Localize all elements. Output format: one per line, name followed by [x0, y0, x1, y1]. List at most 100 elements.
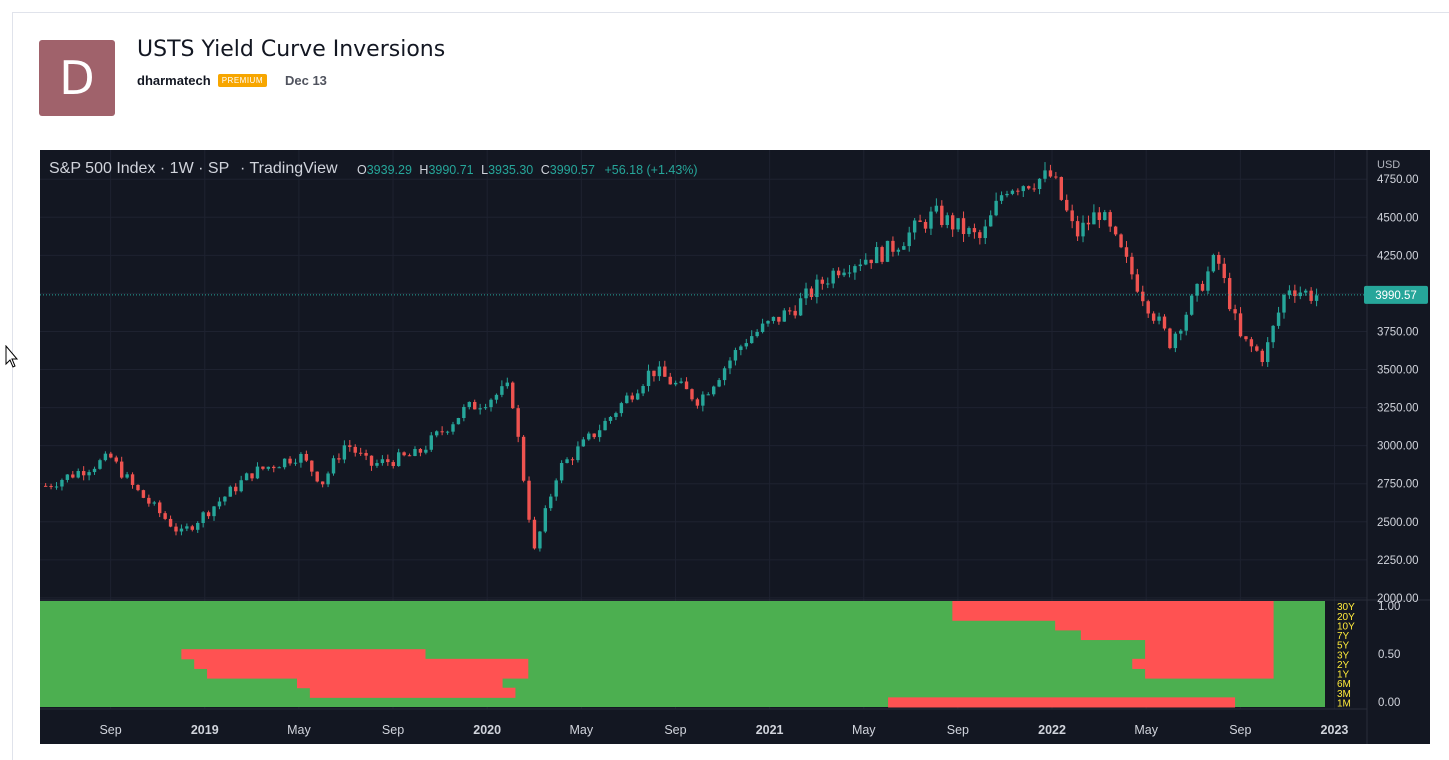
candle-body [1200, 283, 1205, 291]
candle-body [744, 343, 748, 347]
candle-body [521, 436, 526, 481]
candle-body [483, 407, 488, 409]
candle-body [999, 195, 1004, 201]
candle-body [391, 462, 395, 467]
candle-body [836, 270, 841, 276]
candle-body [559, 462, 564, 481]
chart-legend[interactable]: S&P 500 Index · 1W · SP · TradingView O3… [49, 160, 698, 177]
idea-title[interactable]: USTS Yield Curve Inversions [137, 37, 446, 62]
candle-body [929, 211, 933, 229]
candle-body [304, 453, 309, 461]
candle-body [158, 502, 162, 514]
candle-body [1309, 290, 1313, 301]
heatmap-row-label: 7Y [1337, 631, 1350, 642]
price-tick-label: 2750.00 [1377, 479, 1419, 491]
candle-body [831, 270, 835, 284]
candle-body [809, 288, 814, 298]
candle-body [119, 461, 124, 478]
candle-body [565, 459, 569, 463]
candle-body [608, 416, 613, 421]
candle-body [141, 490, 146, 498]
chart-canvas[interactable]: 4750.004500.004250.004000.003750.003500.… [40, 150, 1430, 744]
candle-body [777, 316, 781, 322]
candle-body [950, 215, 955, 230]
candle-body [196, 522, 200, 530]
candle-body [478, 408, 482, 410]
candle-body [532, 519, 537, 549]
candle-body [733, 350, 738, 361]
candle-body [396, 452, 401, 467]
inversion-cell [888, 697, 1236, 708]
inversion-cell [1055, 620, 1274, 631]
candle-body [147, 497, 151, 504]
author-name[interactable]: dharmatech [137, 73, 211, 88]
chart-widget[interactable]: 4750.004500.004250.004000.003750.003500.… [40, 150, 1430, 744]
price-tick-label: 4750.00 [1377, 174, 1419, 186]
heatmap-row-label: 6M [1337, 679, 1351, 690]
candle-body [234, 486, 238, 492]
candle-body [918, 220, 922, 222]
candle-body [1005, 193, 1009, 196]
candle-body [1206, 271, 1210, 291]
candle-body [424, 449, 428, 453]
candle-body [864, 259, 868, 265]
candle-body [1271, 325, 1275, 343]
legend-low-value: 3935.30 [488, 163, 533, 177]
candle-body [1081, 222, 1085, 237]
inversion-cell [181, 649, 426, 660]
candle-body [223, 496, 227, 502]
candle-body [1119, 234, 1123, 248]
candle-body [712, 386, 716, 395]
candle-body [581, 439, 586, 447]
candle-body [907, 232, 911, 247]
candle-body [1276, 312, 1281, 326]
candle-body [853, 266, 857, 273]
candle-body [1010, 190, 1015, 194]
candle-body [163, 513, 167, 519]
candle-body [934, 205, 939, 212]
time-tick-label: Sep [99, 723, 121, 737]
time-tick-label: 2023 [1321, 723, 1349, 737]
candle-body [923, 221, 928, 229]
candle-body [244, 473, 249, 481]
candle-body [858, 264, 863, 267]
candle-body [1027, 186, 1031, 189]
time-axis[interactable]: Sep 2019 May Sep 2020 May Sep 2021 May Sep 2022 May… [99, 723, 1348, 737]
candle-body [554, 480, 558, 497]
candle-body [1135, 274, 1140, 292]
candle-body [1075, 221, 1080, 237]
candle-body [1146, 301, 1150, 314]
candle-body [114, 457, 118, 462]
inversion-cell [207, 668, 529, 679]
publish-date: Dec 13 [284, 73, 327, 88]
candle-body [168, 518, 173, 527]
heatmap-axis[interactable]: 1.00 0.50 0.00 [1378, 601, 1400, 709]
legend-high-value: 3990.71 [428, 163, 473, 177]
candle-body [331, 458, 336, 474]
candle-body [326, 473, 330, 485]
candle-body [1168, 328, 1172, 349]
candle-body [293, 462, 298, 464]
heatmap-row-label: 3Y [1337, 650, 1350, 661]
candle-body [511, 382, 515, 409]
candle-body [54, 486, 59, 488]
price-tick-label: 3250.00 [1377, 403, 1419, 415]
candle-body [1092, 212, 1096, 225]
candle-body [988, 215, 993, 227]
candle-body [76, 471, 80, 478]
heatmap-row-label: 3M [1337, 689, 1351, 700]
candle-body [663, 366, 667, 377]
candle-body [402, 452, 406, 456]
legend-symbol[interactable]: S&P 500 Index · 1W · SP [49, 160, 229, 177]
price-axis[interactable]: 4750.004500.004250.004000.003750.003500.… [1377, 174, 1419, 605]
candle-body [1103, 212, 1107, 220]
author-avatar[interactable]: D [39, 40, 115, 116]
candle-body [891, 240, 895, 252]
candle-body [71, 474, 75, 478]
candle-body [1151, 313, 1156, 321]
candle-body [380, 459, 385, 464]
candle-body [1016, 190, 1020, 192]
candle-body [885, 240, 890, 262]
candle-body [337, 458, 341, 460]
